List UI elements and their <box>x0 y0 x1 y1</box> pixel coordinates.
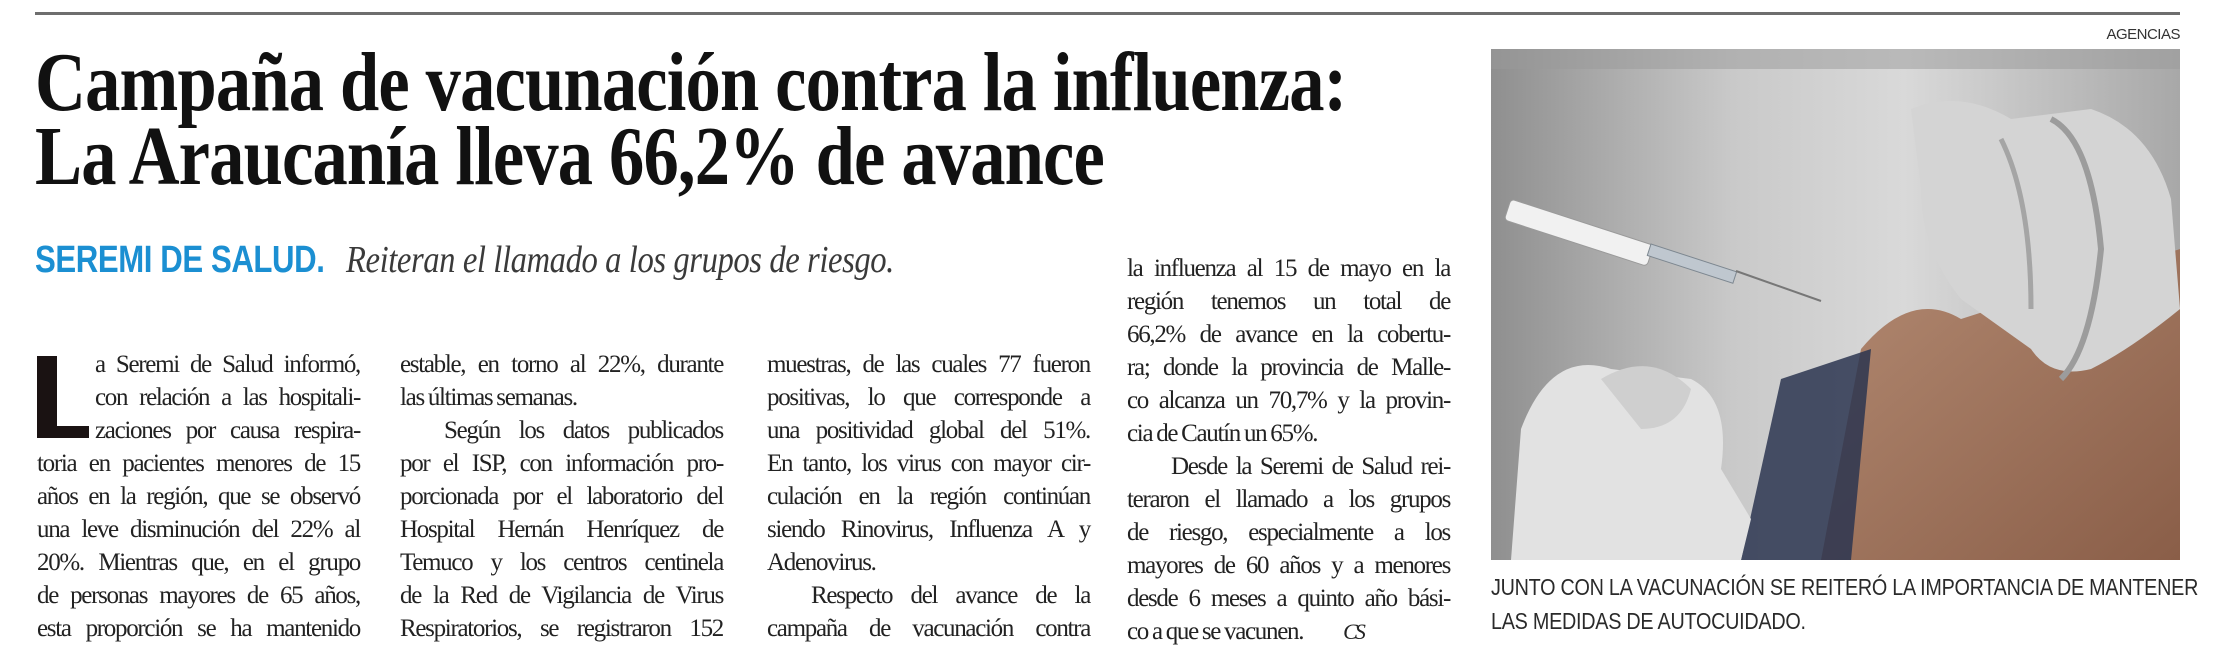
body-line: estable, en torno al 22%, durante <box>400 351 724 378</box>
section-kicker: SEREMI DE SALUD. <box>35 239 325 281</box>
body-line: siendo Rinovirus, Influenza A y <box>767 516 1091 543</box>
body-line: una leve disminución del 22% al <box>37 516 361 543</box>
vaccination-photo-image <box>1491 49 2180 560</box>
body-line: zaciones por causa respira- <box>95 417 361 444</box>
headline-line-2: La Araucanía lleva 66,2% de avance <box>35 110 1105 203</box>
body-line: Respecto del avance de la <box>811 582 1091 609</box>
body-column-4: la influenza al 15 de mayo en la región … <box>1127 252 1451 648</box>
body-line: campaña de vacunación contra <box>767 615 1091 642</box>
body-line: toria en pacientes menores de 15 <box>37 450 361 477</box>
body-line: de riesgo, especialmente a los <box>1127 519 1451 546</box>
body-line: mayores de 60 años y a menores <box>1127 552 1451 579</box>
photo-caption: JUNTO CON LA VACUNACIÓN SE REITERÓ LA IM… <box>1491 570 2199 638</box>
body-column-2: estable, en torno al 22%, durante las úl… <box>400 348 724 645</box>
body-line: por el ISP, con información pro- <box>400 450 724 477</box>
deck: Reiteran el llamado a los grupos de ries… <box>345 239 894 281</box>
drop-cap-l <box>37 356 89 438</box>
body-line: años en la región, que se observó <box>37 483 361 510</box>
body-line: muestras, de las cuales 77 fueron <box>767 351 1091 378</box>
body-line: teraron el llamado a los grupos <box>1127 486 1451 513</box>
body-line: co a que se vacunen. CS <box>1127 615 1450 648</box>
body-line: Según los datos publicados <box>444 417 724 444</box>
body-line: ra; donde la provincia de Malle- <box>1127 354 1451 381</box>
photo-credit: AGENCIAS <box>2106 26 2180 43</box>
body-line: esta proporción se ha mantenido <box>37 615 361 642</box>
body-line: porcionada por el laboratorio del <box>400 483 724 510</box>
body-column-1: a Seremi de Salud informó, con relación … <box>37 348 361 645</box>
body-line: co alcanza un 70,7% y la provin- <box>1127 387 1451 414</box>
end-mark-icon: CS <box>1343 619 1366 644</box>
body-line: una positividad global del 51%. <box>767 417 1091 444</box>
body-line: de personas mayores de 65 años, <box>37 582 361 609</box>
body-line: Temuco y los centros centinela <box>400 549 724 576</box>
body-line: positivas, lo que corresponde a <box>767 384 1091 411</box>
caption-line-2: LAS MEDIDAS DE AUTOCUIDADO. <box>1491 608 1806 634</box>
headline: Campaña de vacunación contra la influenz… <box>35 36 1347 203</box>
body-line: culación en la región continúan <box>767 483 1091 510</box>
body-line: 66,2% de avance en la cobertu- <box>1127 321 1451 348</box>
body-line: Respiratorios, se registraron 152 <box>400 615 724 642</box>
body-line: con relación a las hospitali- <box>95 384 361 411</box>
vaccination-photo <box>1491 49 2180 560</box>
caption-line-1: JUNTO CON LA VACUNACIÓN SE REITERÓ LA IM… <box>1491 574 2199 600</box>
body-line: la influenza al 15 de mayo en la <box>1127 255 1451 282</box>
body-line: Adenovirus. <box>767 549 877 576</box>
subhead: SEREMI DE SALUD. Reiteran el llamado a l… <box>35 238 983 282</box>
body-line: a Seremi de Salud informó, <box>95 351 361 378</box>
body-line: En tanto, los virus con mayor cir- <box>767 450 1091 477</box>
body-line: las últimas semanas. <box>400 384 578 411</box>
body-line: región tenemos un total de <box>1127 288 1451 315</box>
headline-line-1: Campaña de vacunación contra la influenz… <box>35 36 1347 129</box>
body-line: desde 6 meses a quinto año bási- <box>1127 585 1451 612</box>
body-line-text: co a que se vacunen. <box>1127 618 1304 645</box>
body-column-3: muestras, de las cuales 77 fueron positi… <box>767 348 1091 645</box>
body-line: de la Red de Vigilancia de Virus <box>400 582 724 609</box>
body-line: 20%. Mientras que, en el grupo <box>37 549 361 576</box>
body-line: cia de Cautín un 65%. <box>1127 420 1318 447</box>
body-line: Desde la Seremi de Salud rei- <box>1171 453 1451 480</box>
body-line: Hospital Hernán Henríquez de <box>400 516 724 543</box>
top-rule <box>35 12 2180 15</box>
